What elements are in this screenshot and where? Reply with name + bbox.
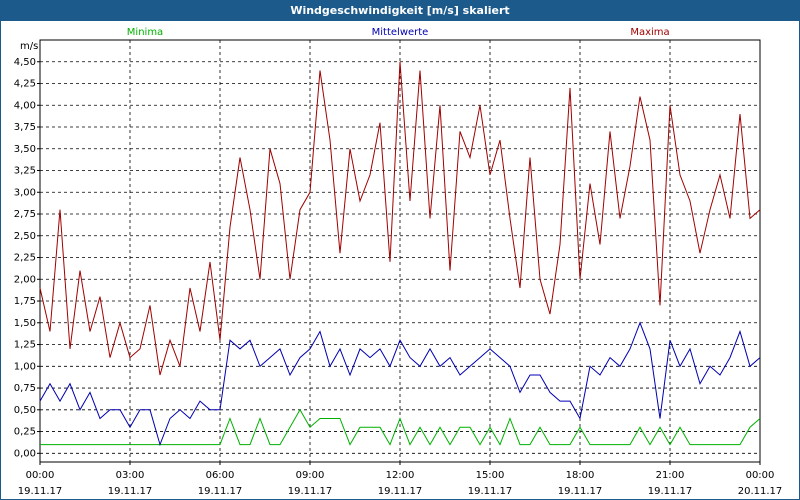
x-tick-label: 15:00 <box>476 470 505 481</box>
x-tick-date: 19.11.17 <box>108 486 153 497</box>
series-line <box>39 321 761 447</box>
legend-entry: Minima <box>127 27 163 38</box>
x-tick-label: 18:00 <box>566 470 595 481</box>
y-tick-label: 0,00 <box>14 448 36 459</box>
y-tick-label: 1,75 <box>14 296 36 307</box>
x-tick-date: 19.11.17 <box>288 486 333 497</box>
y-tick-label: 0,75 <box>14 383 36 394</box>
y-tick-label: 2,50 <box>14 231 36 242</box>
x-tick-label: 21:00 <box>656 470 685 481</box>
x-tick-date: 20.11.17 <box>738 486 783 497</box>
x-tick-date: 19.11.17 <box>198 486 243 497</box>
y-axis-label: m/s <box>20 41 38 52</box>
y-tick-label: 1,00 <box>14 361 36 372</box>
series-line <box>39 61 761 376</box>
y-tick-label: 1,50 <box>14 318 36 329</box>
x-tick-label: 06:00 <box>206 470 235 481</box>
y-tick-label: 1,25 <box>14 340 36 351</box>
y-tick-label: 2,00 <box>14 274 36 285</box>
legend-entry: Maxima <box>630 27 669 38</box>
title-bar <box>0 0 800 21</box>
y-tick-label: 0,50 <box>14 405 36 416</box>
y-tick-label: 4,25 <box>14 79 36 90</box>
y-tick-label: 3,50 <box>14 144 36 155</box>
y-tick-label: 4,50 <box>14 57 36 68</box>
y-tick-label: 3,75 <box>14 122 36 133</box>
x-tick-date: 19.11.17 <box>648 486 693 497</box>
y-tick-label: 2,75 <box>14 209 36 220</box>
legend-entry: Mittelwerte <box>372 27 429 38</box>
x-tick-label: 00:00 <box>746 470 775 481</box>
y-tick-label: 0,25 <box>14 427 36 438</box>
x-tick-date: 19.11.17 <box>18 486 63 497</box>
x-tick-date: 19.11.17 <box>378 486 423 497</box>
x-tick-date: 19.11.17 <box>558 486 603 497</box>
y-tick-label: 3,25 <box>14 166 36 177</box>
y-tick-label: 2,25 <box>14 253 36 264</box>
x-tick-label: 09:00 <box>296 470 325 481</box>
y-tick-label: 3,00 <box>14 187 36 198</box>
x-tick-label: 03:00 <box>116 470 145 481</box>
x-tick-label: 00:00 <box>26 470 55 481</box>
y-tick-label: 4,00 <box>14 100 36 111</box>
chart-title: Windgeschwindigkeit [m/s] skaliert <box>290 4 509 17</box>
x-tick-label: 12:00 <box>386 470 415 481</box>
x-tick-date: 19.11.17 <box>468 486 513 497</box>
